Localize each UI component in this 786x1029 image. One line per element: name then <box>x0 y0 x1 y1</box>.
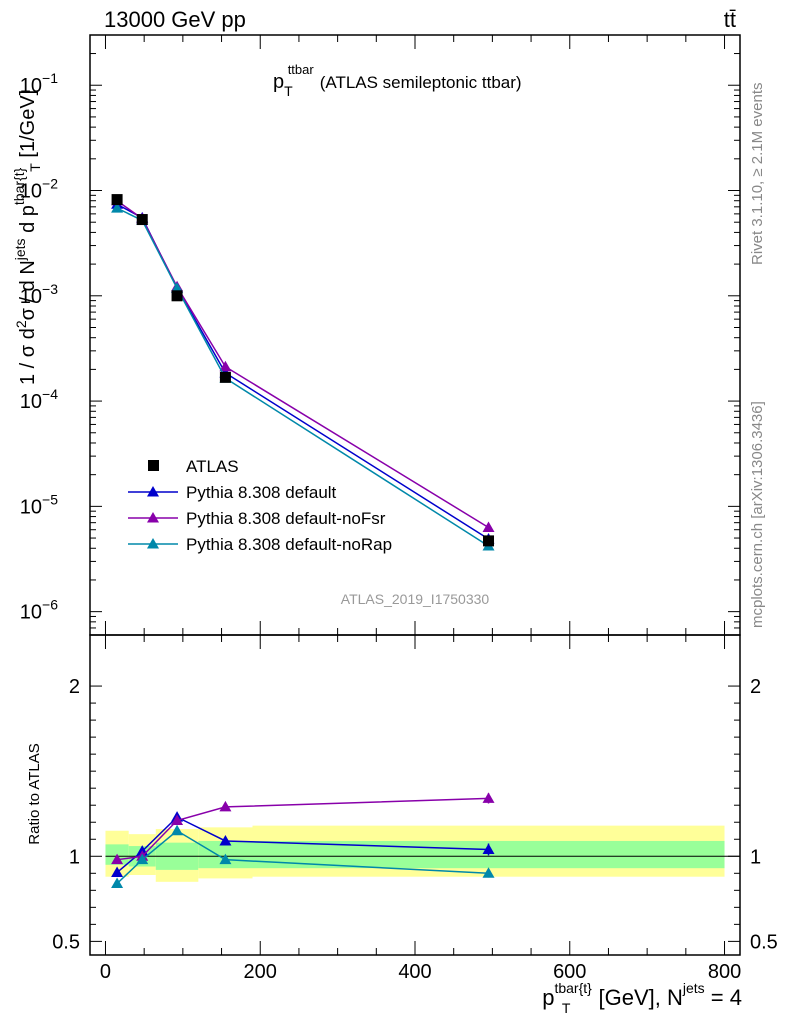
x-tick-label: 200 <box>244 961 277 983</box>
data-point <box>483 535 495 547</box>
ratio-point <box>482 843 495 854</box>
main-y-tick-label: 10−6 <box>20 597 58 624</box>
ratio-y-tick-label-right: 2 <box>750 676 761 698</box>
ratio-point <box>482 792 495 803</box>
ratio-y-tick-label-right: 0.5 <box>750 931 778 953</box>
x-tick-label: 800 <box>708 961 741 983</box>
legend-label: Pythia 8.308 default-noFsr <box>186 509 386 528</box>
ratio-frame <box>89 634 741 956</box>
x-tick-label: 400 <box>398 961 431 983</box>
main-y-axis-label: 1 / σ d2σ / d Njets d ptbar{t}T [1/GeV] <box>11 90 43 385</box>
data-point <box>219 371 231 383</box>
ratio-point <box>219 800 232 812</box>
ratio-point <box>111 853 124 865</box>
ratio-point <box>111 866 124 877</box>
main-y-tick-label: 10−1 <box>20 70 58 97</box>
ratio-series-pythia-8-308-default-norap <box>111 824 495 889</box>
ratio-y-axis-label: Ratio to ATLAS <box>26 743 43 844</box>
legend-label: ATLAS <box>186 457 239 476</box>
ratio-point <box>482 867 495 878</box>
legend-marker <box>147 486 159 497</box>
ratio-y-tick-label: 2 <box>69 676 80 698</box>
analysis-watermark: ATLAS_2019_I1750330 <box>341 591 490 607</box>
series-atlas <box>111 194 495 547</box>
legend-label: Pythia 8.308 default-noRap <box>186 535 392 554</box>
ratio-point <box>111 877 124 889</box>
main-y-tick-label: 10−2 <box>20 176 58 203</box>
ratio-point <box>171 814 184 826</box>
x-tick-label: 600 <box>553 961 586 983</box>
ratio-point <box>171 824 184 836</box>
ratio-y-tick-label: 1 <box>69 846 80 868</box>
rivet-label: Rivet 3.1.10, ≥ 2.1M events <box>749 83 766 266</box>
x-axis-label: ptbar{t} T [GeV], Njets = 4 <box>542 980 742 1016</box>
x-tick-label: 0 <box>100 961 111 983</box>
ratio-point <box>219 853 232 865</box>
series-point <box>111 202 124 213</box>
series-point <box>482 521 495 532</box>
series-line <box>116 200 489 529</box>
series-pythia-8-308-default-nofsr <box>111 194 495 532</box>
ratio-point <box>219 834 232 846</box>
ratio-y-tick-label-right: 1 <box>750 846 761 868</box>
ratio-point <box>136 853 149 865</box>
main-y-tick-label: 10−3 <box>20 281 58 308</box>
plot-title: pTttbar(ATLAS semileptonic ttbar) <box>273 62 522 99</box>
legend-marker-atlas <box>148 460 159 471</box>
ratio-y-tick-label: 0.5 <box>52 931 80 953</box>
series-point <box>219 360 232 372</box>
legend-marker <box>147 512 159 523</box>
energy-label: 13000 GeV pp <box>104 7 246 32</box>
data-point <box>136 214 148 226</box>
main-y-tick-label: 10−5 <box>20 491 58 518</box>
series-point <box>171 282 184 293</box>
main-y-tick-label: 10−4 <box>20 386 58 413</box>
main-plot: 10−6 10−5 10−4 10−3 10−2 10−1 pTttbar(ATLAS s… <box>11 34 741 636</box>
legend-marker <box>147 538 159 549</box>
legend-label: Pythia 8.308 default <box>186 483 337 502</box>
data-point <box>111 194 123 206</box>
data-point <box>171 290 183 302</box>
legend: ATLAS Pythia 8.308 default Pythia 8.308 de… <box>128 457 392 554</box>
ratio-plot: 0 200 400 600 800 0.5 0.5 1 1 2 2 Ratio to ATLAS <box>26 634 778 983</box>
process-label: tt̄ <box>724 7 736 32</box>
mcplots-label: mcplots.cern.ch [arXiv:1306.3436] <box>749 401 766 628</box>
